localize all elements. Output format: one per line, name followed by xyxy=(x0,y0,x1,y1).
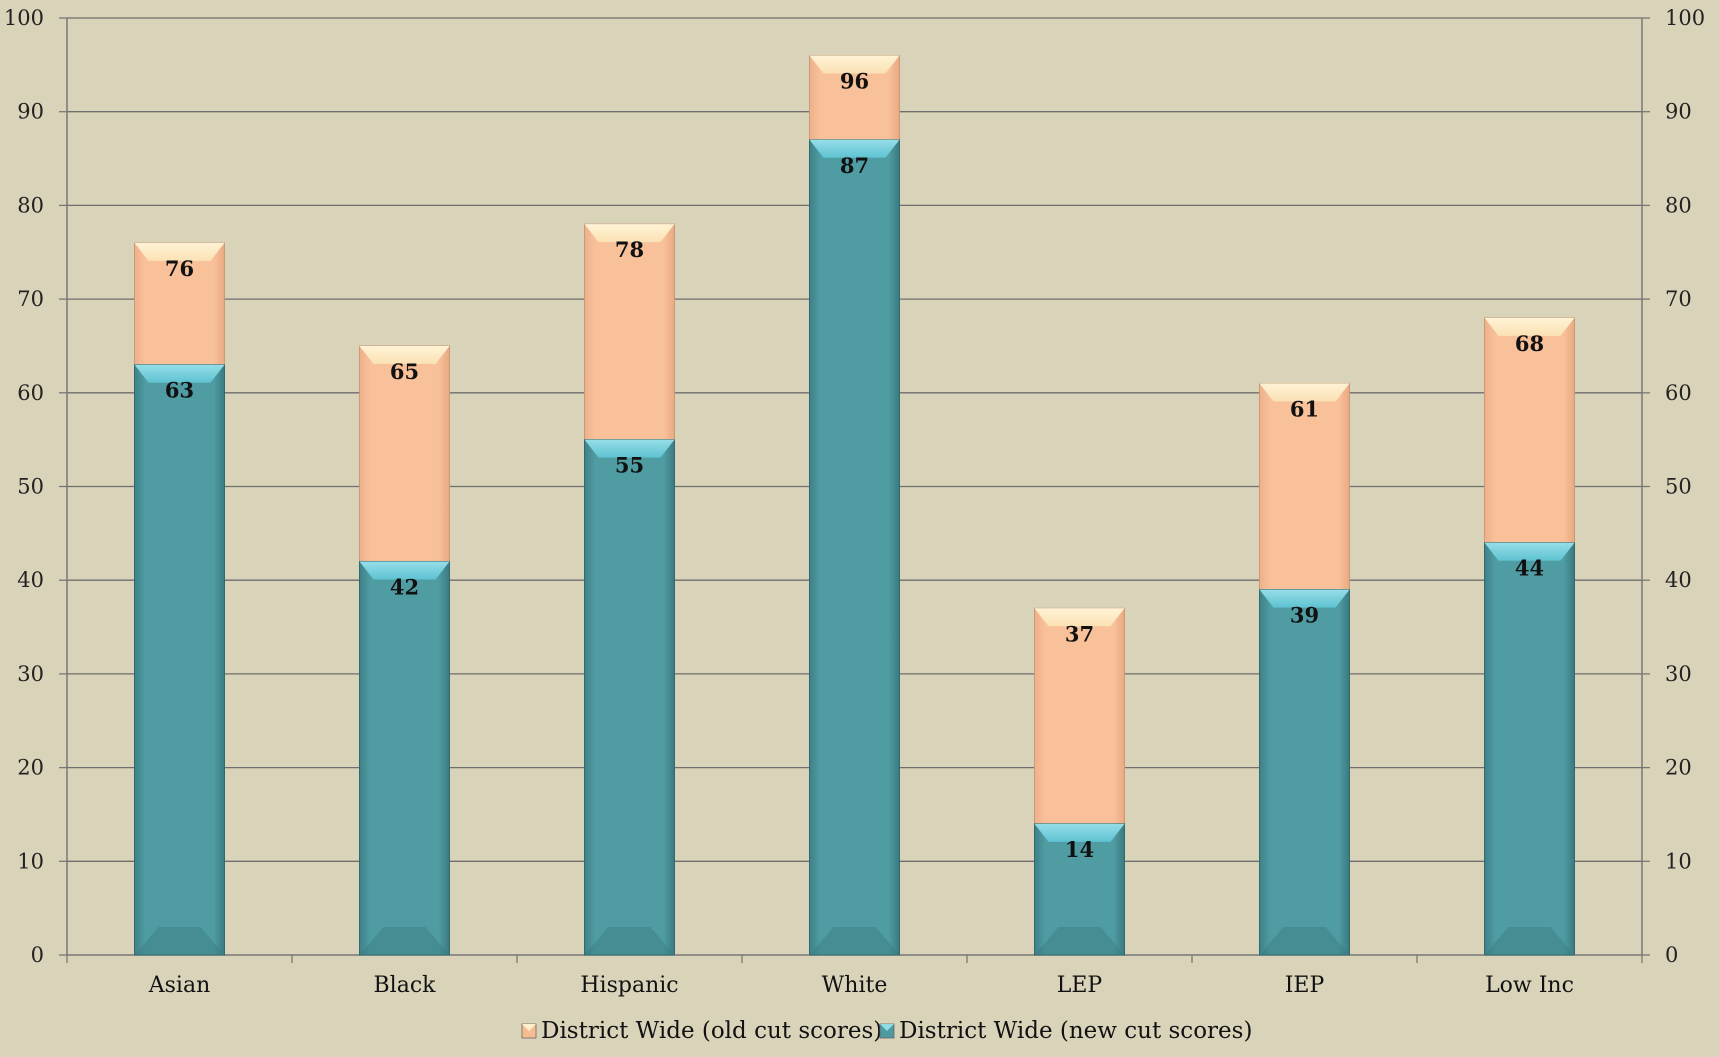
data-label-new: 63 xyxy=(165,378,194,403)
y-tick-label-left: 0 xyxy=(31,943,44,967)
y-tick-label-right: 80 xyxy=(1665,193,1692,217)
data-label-old: 68 xyxy=(1515,331,1544,356)
y-tick-label-right: 30 xyxy=(1665,662,1692,686)
bar-new-top-bevel xyxy=(1484,542,1575,561)
bar-new-bottom-bevel xyxy=(809,927,900,955)
bar-new-top-bevel xyxy=(134,364,225,383)
y-tick-label-left: 20 xyxy=(17,756,44,780)
y-tick-label-right: 100 xyxy=(1665,6,1705,30)
x-tick-label: White xyxy=(822,973,888,998)
bar-old-top-bevel xyxy=(1034,608,1125,627)
data-label-old: 37 xyxy=(1065,621,1094,646)
legend-swatch-old-bevel xyxy=(522,1024,536,1031)
x-tick-label: IEP xyxy=(1285,973,1325,998)
y-tick-label-right: 70 xyxy=(1665,287,1692,311)
x-tick-label: Hispanic xyxy=(580,973,678,998)
y-tick-label-left: 80 xyxy=(17,193,44,217)
y-tick-label-left: 30 xyxy=(17,662,44,686)
bar-new-cut-scores xyxy=(1034,823,1125,956)
bar-new-cut-scores xyxy=(809,139,900,956)
data-label-old: 96 xyxy=(840,68,869,93)
data-label-old: 65 xyxy=(390,359,419,384)
axes: 0 0 10 10 20 20 30 30 40 40 50 50 60 60 70 70 80 80 90 90 10… xyxy=(4,6,1705,998)
bar-new-bottom-bevel xyxy=(134,927,225,955)
y-tick-label-left: 40 xyxy=(17,568,44,592)
y-tick-label-right: 10 xyxy=(1665,849,1692,873)
bar-new-cut-scores xyxy=(359,560,450,956)
bar-new-cut-scores xyxy=(1484,542,1575,956)
bar-new-bottom-bevel xyxy=(1034,927,1125,955)
data-label-old: 78 xyxy=(615,237,644,262)
bar-new-top-bevel xyxy=(1034,823,1125,842)
bar-new-top-bevel xyxy=(584,439,675,458)
bar-new-top-bevel xyxy=(359,561,450,580)
bar-old-top-bevel xyxy=(359,345,450,364)
y-tick-label-left: 90 xyxy=(17,100,44,124)
y-tick-label-right: 90 xyxy=(1665,100,1692,124)
y-tick-label-left: 10 xyxy=(17,849,44,873)
data-labels: 76 63 65 42 78 55 96 87 37 14 61 39 68 44 xyxy=(165,68,1544,861)
x-tick-label: Asian xyxy=(148,973,211,998)
legend-label-old: District Wide (old cut scores) xyxy=(541,1018,882,1044)
bar-new-top-bevel xyxy=(1259,589,1350,608)
data-label-new: 14 xyxy=(1065,837,1094,862)
bar-new-cut-scores xyxy=(584,439,675,956)
data-label-new: 44 xyxy=(1515,556,1544,581)
bar-new-bottom-bevel xyxy=(1484,927,1575,955)
y-tick-label-left: 50 xyxy=(17,475,44,499)
bar-old-top-bevel xyxy=(809,55,900,74)
bar-new-bottom-bevel xyxy=(359,927,450,955)
y-tick-label-right: 60 xyxy=(1665,381,1692,405)
data-label-new: 39 xyxy=(1290,603,1319,628)
bar-old-top-bevel xyxy=(134,242,225,261)
legend: District Wide (old cut scores) District W… xyxy=(521,1018,1252,1044)
y-tick-label-right: 20 xyxy=(1665,756,1692,780)
bar-old-top-bevel xyxy=(1484,317,1575,336)
legend-swatch-new-bevel xyxy=(880,1024,894,1031)
data-label-new: 87 xyxy=(840,153,869,178)
x-tick-label: Low Inc xyxy=(1485,973,1574,998)
bar-old-top-bevel xyxy=(1259,383,1350,402)
y-tick-label-left: 60 xyxy=(17,381,44,405)
data-label-new: 55 xyxy=(615,453,644,478)
bar-new-top-bevel xyxy=(809,139,900,158)
y-tick-label-left: 100 xyxy=(4,6,44,30)
y-tick-label-right: 50 xyxy=(1665,475,1692,499)
y-tick-label-left: 70 xyxy=(17,287,44,311)
bar-new-cut-scores xyxy=(134,364,225,956)
y-tick-label-right: 40 xyxy=(1665,568,1692,592)
x-tick-label: Black xyxy=(374,973,437,998)
x-tick-label: LEP xyxy=(1057,973,1103,998)
bar-new-bottom-bevel xyxy=(1259,927,1350,955)
data-label-new: 42 xyxy=(390,574,419,599)
bar-new-cut-scores xyxy=(1259,589,1350,956)
bar-old-top-bevel xyxy=(584,224,675,243)
bar-new-bottom-bevel xyxy=(584,927,675,955)
y-tick-label-right: 0 xyxy=(1665,943,1678,967)
legend-label-new: District Wide (new cut scores) xyxy=(899,1018,1252,1044)
data-label-old: 76 xyxy=(165,256,194,281)
data-label-old: 61 xyxy=(1290,396,1319,421)
bars xyxy=(134,54,1575,956)
